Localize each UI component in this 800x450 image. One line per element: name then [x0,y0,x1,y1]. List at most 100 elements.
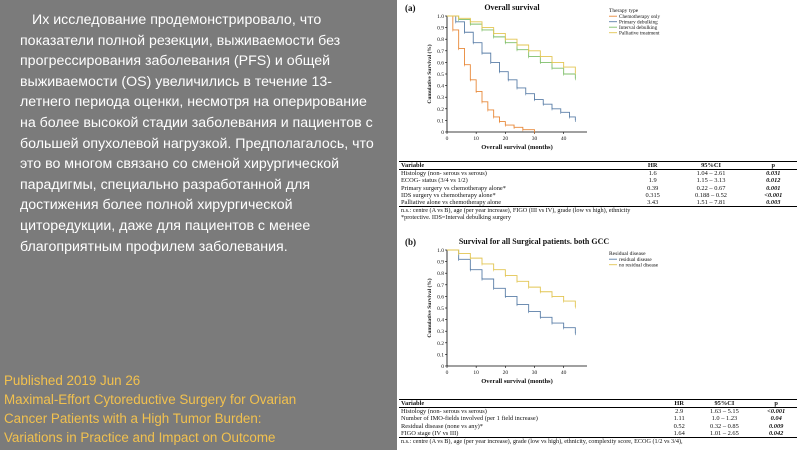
citation-line: Variations in Practice and Impact on Out… [4,430,276,445]
table-row: Histology (non- serous vs serous) 2.9 1.… [399,408,797,416]
y-tick-label: 1.0 [437,248,444,254]
table-cell: 1.11 [673,415,685,423]
table-cell: 0.001 [766,184,781,192]
x-tick-label: 10 [473,136,479,142]
citation: Published 2019 Jun 26 Maximal-Effort Cyt… [4,371,394,447]
y-tick-label: 0.5 [437,306,444,312]
chart-a: 0 0.1 0.2 0.3 0.4 0.5 0.6 0.7 0.8 0.9 1.0 0 10 20 30 40… [426,8,660,151]
y-tick-label: 1.0 [437,14,444,20]
table-cell: 1.6 [648,170,657,178]
x-tick-label: 40 [561,136,567,142]
table-cell: 0.39 [647,184,659,192]
x-tick-label: 0 [446,136,449,142]
table-row: Histology (non- serous vs serous) 1.6 1.… [399,170,797,178]
table-header-cell: HR [664,398,694,409]
table-b-header: Variable HR 95%CI p [399,398,797,409]
table-footnote: n.s.: centre (A vs B), age (per year inc… [399,437,797,446]
table-cell: Residual disease (none vs any)* [401,422,483,430]
citation-line: Published 2019 Jun 26 [4,373,141,388]
table-cell: 0.031 [766,170,781,178]
series-line [447,15,576,121]
table-cell: FIGO stage (IV vs III) [401,429,459,437]
citation-line: Cancer Patients with a High Tumor Burden… [4,411,262,426]
x-axis-label: Overall survival (months) [481,378,553,385]
x-tick-label: 20 [503,136,509,142]
table-cell: 0.04 [770,415,782,423]
table-cell: Primary surgery vs chemotherapy alone* [401,184,506,192]
table-footnote: n.s.: centre (A vs B), age (per year inc… [399,206,797,215]
table-cell: 1.63 – 5.15 [710,408,739,416]
table-header-cell: Variable [399,398,665,409]
x-axis-label: Overall survival (months) [481,144,553,151]
legend-entry: Primary debulking [619,20,658,26]
table-cell: 0.52 [673,422,685,430]
y-axis-label: Cumulative Survival (%) [426,44,433,103]
x-tick-label: 20 [503,370,509,376]
table-cell: 0.188 – 0.52 [695,191,727,199]
y-tick-label: 0.2 [437,107,444,113]
y-tick-label: 0.6 [437,60,444,66]
table-header-cell: 95%CI [672,160,750,171]
x-tick-label: 30 [532,370,538,376]
y-tick-label: 0.1 [437,352,444,358]
table-cell: 0.009 [768,422,784,430]
y-axis-label: Cumulative Survival (%) [426,278,433,337]
x-tick-label: 10 [473,370,479,376]
table-header-cell: HR [632,160,673,171]
y-tick-label: 0.3 [437,95,444,101]
table-cell: 1.0 – 1.23 [711,415,738,423]
y-tick-label: 0.4 [437,318,444,324]
table-cell: Histology (non- serous vs serous) [401,170,487,178]
table-cell: <0.001 [767,408,786,416]
table-a: Variable HR 95%CI p Histology (non- sero… [399,160,797,222]
legend-entry: Palliative treatment [619,31,660,37]
table-header-cell: 95%CI [693,398,756,409]
table-row: Number of IMO-fields involved (per 1 fie… [399,415,797,422]
y-tick-label: 0.3 [437,329,444,335]
panel-b-label: (b) [405,237,416,247]
figure-image: (a) Overall survival 0 0.1 0.2 0.3 0.4 0.5 0.6… [397,0,800,450]
table-row: IDS surgery vs chemotherapy alone* 0.315… [399,192,797,199]
series-line [447,249,576,334]
table-header-cell: p [749,160,797,171]
series-line [447,15,535,132]
table-cell: 2.9 [675,408,684,416]
y-tick-label: 0.5 [437,72,444,78]
table-row: Palliative alone vs chemotherapy alone 3… [399,199,797,207]
table-footnote-text: *protective. IDS=Interval debulking surg… [401,214,511,222]
slide-text-area: Их исследование продемонстрировало, что … [0,0,396,450]
series-line [447,249,576,307]
table-cell: 1.9 [648,177,657,185]
x-tick-label: 40 [561,370,567,376]
x-tick-label: 0 [446,370,449,376]
y-tick-label: 0.7 [437,283,444,289]
table-cell: 0.315 [645,191,660,199]
table-header-cell: p [755,398,797,409]
table-row: ECOG- status (3/4 vs 1/2) 1.9 1.15 – 3.1… [399,177,797,184]
y-tick-label: 0.1 [437,118,444,124]
chart-b-title: Survival for all Surgical patients. both… [458,237,610,246]
table-cell: Palliative alone vs chemotherapy alone [401,199,502,207]
table-cell: 1.15 – 3.13 [696,177,726,185]
legend-entry: Chemotherapy only [619,14,660,20]
legend-entry: residual disease [619,257,652,263]
table-cell: 1.01 – 2.65 [710,429,739,437]
series-line [447,15,576,79]
legend-entry: Interval debulking [619,25,658,31]
table-cell: 1.64 [673,429,685,437]
table-footnote: *protective. IDS=Interval debulking surg… [399,214,797,221]
table-cell: 1.04 – 2.61 [696,170,726,178]
y-tick-label: 0.9 [437,26,444,32]
table-cell: 0.042 [768,429,784,437]
table-cell: <0.001 [764,191,783,199]
table-row: FIGO stage (IV vs III) 1.64 1.01 – 2.65 … [399,430,797,438]
table-row: Primary surgery vs chemotherapy alone* 0… [399,185,797,192]
chart-b: 0 0.1 0.2 0.3 0.4 0.5 0.6 0.7 0.8 0.9 1.0 0 10 20 30 40… [426,248,659,385]
table-footnote-text: n.s.: centre (A vs B), age (per year inc… [399,437,797,446]
y-tick-label: 0.7 [437,49,444,55]
table-b: Variable HR 95%CI p Histology (non- sero… [399,398,797,446]
table-cell: 0.003 [766,199,781,207]
table-cell: 0.22 – 0.67 [696,184,726,192]
legend-title: Residual disease [609,251,646,257]
table-cell: 3.43 [647,199,659,207]
